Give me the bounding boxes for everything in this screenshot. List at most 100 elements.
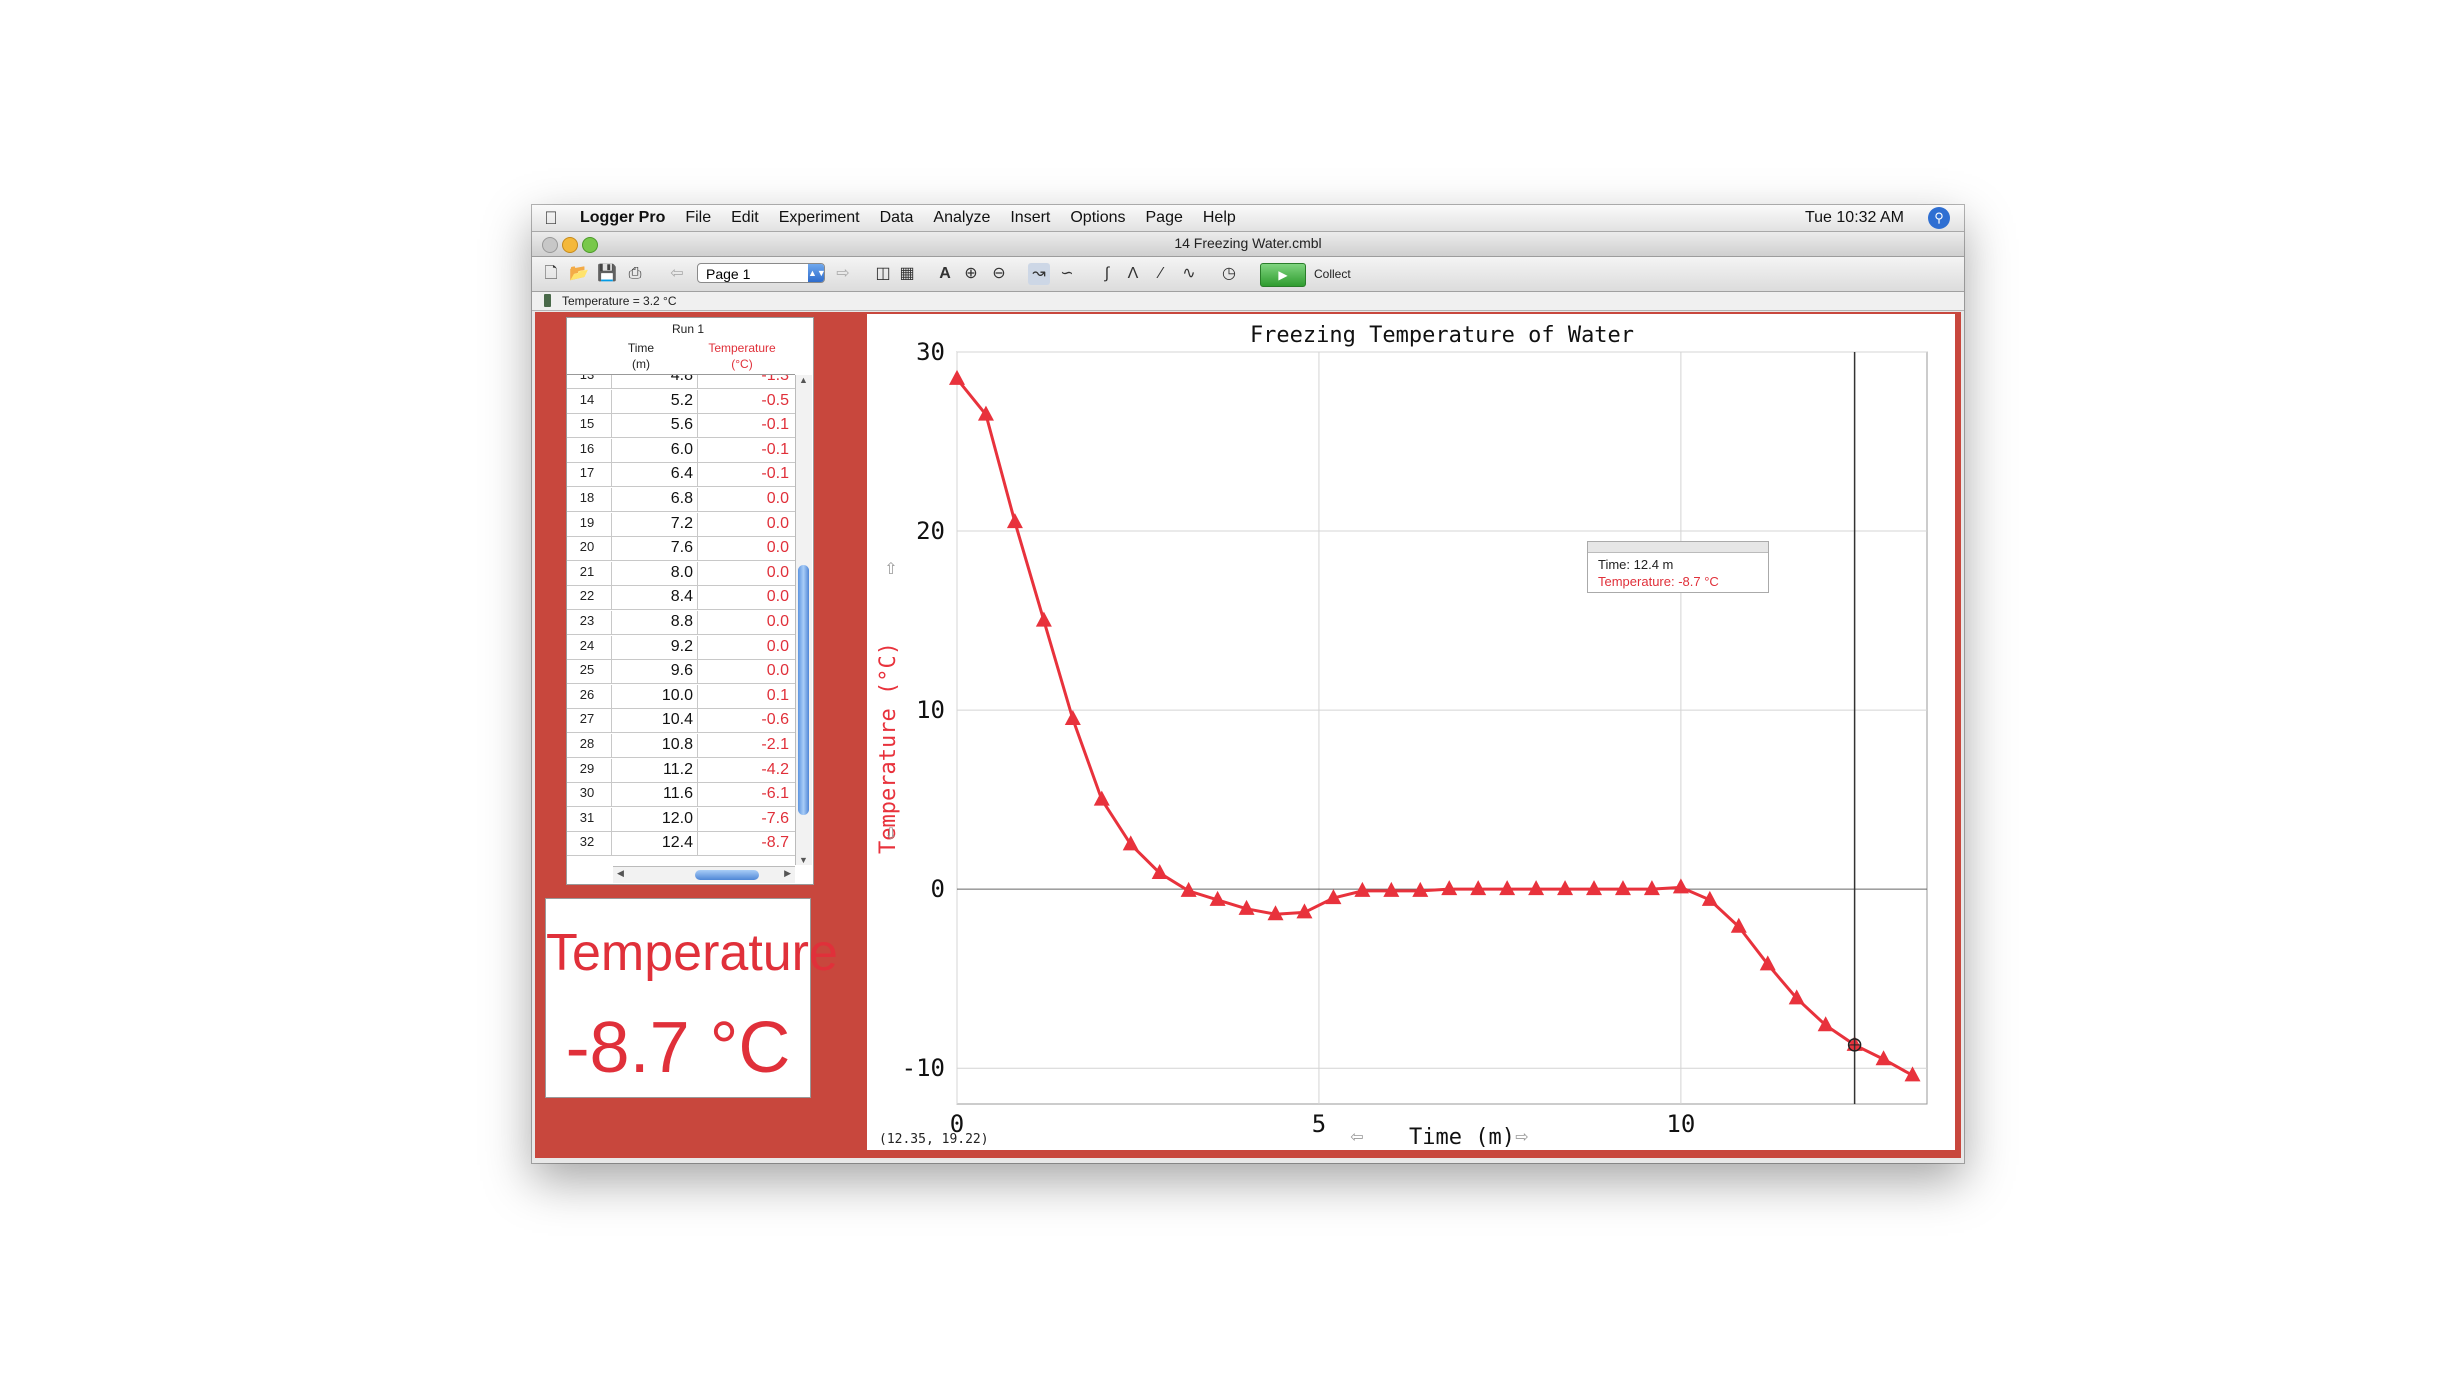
vertical-scrollbar[interactable]: ▲ ▼: [795, 375, 812, 865]
tangent-icon[interactable]: ∽: [1060, 265, 1074, 282]
temperature-cell[interactable]: -0.1: [761, 416, 789, 434]
graph-panel[interactable]: 0 5 10 -10 0 10 20 30 Freezing Temperature of Wa…: [865, 312, 1957, 1152]
time-cell[interactable]: 6.0: [670, 440, 693, 458]
examine-icon[interactable]: ↝: [1028, 263, 1050, 285]
menu-page[interactable]: Page: [1145, 209, 1183, 226]
table-row[interactable]: 19 7.2 0.0: [567, 512, 795, 537]
zoom-in-icon[interactable]: ⊕: [964, 265, 978, 282]
print-icon[interactable]: ⎙: [628, 265, 642, 282]
temperature-cell[interactable]: 0.0: [766, 613, 789, 630]
menu-logger-pro[interactable]: Logger Pro: [580, 209, 666, 226]
time-cell[interactable]: 4.8: [670, 375, 693, 384]
table-row[interactable]: 27 10.4 -0.6: [567, 709, 795, 734]
time-cell[interactable]: 10.8: [661, 736, 693, 753]
autoscale-icon[interactable]: A: [939, 265, 951, 282]
run-header[interactable]: Run 1: [671, 322, 705, 336]
table-row[interactable]: 14 5.2 -0.5: [567, 389, 795, 414]
new-file-icon[interactable]: 🗋: [544, 265, 558, 282]
integral-icon[interactable]: ∫: [1104, 265, 1110, 282]
temperature-cell[interactable]: -0.1: [761, 465, 789, 483]
table-row[interactable]: 28 10.8 -2.1: [567, 734, 795, 758]
scroll-down-icon[interactable]: ▼: [799, 855, 808, 865]
table-row[interactable]: 21 8.0 0.0: [567, 561, 795, 586]
horizontal-scroll-thumb[interactable]: [695, 870, 759, 880]
table-row[interactable]: 32 12.4 -8.7: [567, 832, 795, 857]
temperature-cell[interactable]: -6.1: [761, 785, 789, 803]
time-cell[interactable]: 12.0: [661, 809, 693, 827]
time-cell[interactable]: 5.6: [670, 416, 693, 434]
temperature-cell[interactable]: -2.1: [761, 736, 789, 753]
collect-button[interactable]: ▶: [1260, 263, 1306, 287]
table-row[interactable]: 20 7.6 0.0: [567, 537, 795, 562]
time-cell[interactable]: 9.2: [670, 637, 693, 655]
table-row[interactable]: 22 8.4 0.0: [567, 586, 795, 611]
examine-box-header[interactable]: [1588, 542, 1768, 553]
table-row[interactable]: 26 10.0 0.1: [567, 684, 795, 709]
save-icon[interactable]: 💾: [597, 265, 617, 282]
menu-analyze[interactable]: Analyze: [933, 209, 991, 226]
vertical-scroll-thumb[interactable]: [798, 565, 809, 815]
zoom-out-icon[interactable]: ⊖: [992, 265, 1006, 282]
table-row[interactable]: 18 6.8 0.0: [567, 488, 795, 512]
menubar-clock[interactable]: Tue 10:32 AM: [1804, 209, 1904, 226]
scroll-up-icon[interactable]: ▲: [799, 375, 808, 385]
horizontal-scrollbar[interactable]: ◀ ▶: [613, 866, 795, 883]
previous-page-icon[interactable]: ⇦: [670, 265, 684, 282]
temperature-cell[interactable]: -1.3: [761, 375, 789, 384]
menu-file[interactable]: File: [685, 209, 712, 226]
temperature-cell[interactable]: 0.1: [766, 686, 789, 704]
time-cell[interactable]: 9.6: [670, 662, 693, 680]
menu-experiment[interactable]: Experiment: [778, 209, 860, 226]
temperature-cell[interactable]: -0.6: [761, 711, 789, 729]
table-columns-icon[interactable]: ◫: [875, 265, 891, 282]
time-cell[interactable]: 11.2: [663, 760, 693, 778]
temperature-cell[interactable]: 0.0: [766, 514, 789, 532]
time-cell[interactable]: 8.4: [670, 588, 693, 606]
temperature-meter[interactable]: Temperature -8.7 °C: [545, 898, 838, 1098]
table-row[interactable]: 30 11.6 -6.1: [567, 783, 795, 808]
data-set-icon[interactable]: ▦: [899, 265, 915, 282]
menu-data[interactable]: Data: [879, 209, 914, 226]
apple-icon[interactable]: : [532, 208, 570, 229]
temperature-cell[interactable]: 0.0: [766, 539, 789, 557]
table-row[interactable]: 29 11.2 -4.2: [567, 758, 795, 783]
menu-help[interactable]: Help: [1202, 209, 1236, 226]
temperature-cell[interactable]: -8.7: [761, 834, 789, 852]
time-column-header[interactable]: Time (m): [613, 340, 669, 372]
minimize-window-icon[interactable]: [562, 237, 578, 253]
data-collection-icon[interactable]: ◷: [1222, 265, 1236, 282]
time-cell[interactable]: 6.8: [670, 490, 693, 507]
scroll-right-icon[interactable]: ▶: [784, 868, 791, 878]
menu-options[interactable]: Options: [1070, 209, 1126, 226]
time-cell[interactable]: 5.2: [670, 391, 693, 409]
spotlight-icon[interactable]: ⚲: [1928, 207, 1950, 229]
table-row[interactable]: 23 8.8 0.0: [567, 611, 795, 635]
statistics-icon[interactable]: Λ: [1127, 265, 1139, 282]
temperature-cell[interactable]: 0.0: [766, 662, 789, 680]
linear-fit-icon[interactable]: ∕: [1159, 265, 1163, 282]
curve-fit-icon[interactable]: ∿: [1182, 265, 1196, 282]
menu-edit[interactable]: Edit: [731, 209, 759, 226]
temperature-cell[interactable]: 0.0: [766, 563, 789, 581]
table-row[interactable]: 15 5.6 -0.1: [567, 414, 795, 439]
temperature-cell[interactable]: 0.0: [766, 588, 789, 606]
scroll-left-icon[interactable]: ◀: [617, 868, 624, 878]
time-cell[interactable]: 7.2: [670, 514, 693, 532]
zoom-window-icon[interactable]: [582, 237, 598, 253]
temperature-cell[interactable]: 0.0: [766, 490, 789, 507]
time-cell[interactable]: 6.4: [670, 465, 693, 483]
time-cell[interactable]: 12.4: [661, 834, 693, 852]
temperature-cell[interactable]: -0.5: [761, 391, 789, 409]
time-cell[interactable]: 8.0: [670, 563, 693, 581]
open-file-icon[interactable]: 📂: [569, 265, 589, 282]
temperature-cell[interactable]: 0.0: [766, 637, 789, 655]
examine-box[interactable]: Time: 12.4 m Temperature: -8.7 °C: [1587, 541, 1769, 593]
time-cell[interactable]: 8.8: [670, 613, 693, 630]
table-row[interactable]: 16 6.0 -0.1: [567, 438, 795, 463]
time-cell[interactable]: 11.6: [663, 785, 693, 803]
temperature-cell[interactable]: -0.1: [761, 440, 789, 458]
close-window-icon[interactable]: [542, 237, 558, 253]
sensor-readout[interactable]: Temperature = 3.2 °C: [562, 294, 677, 308]
next-page-icon[interactable]: ⇨: [836, 265, 850, 282]
